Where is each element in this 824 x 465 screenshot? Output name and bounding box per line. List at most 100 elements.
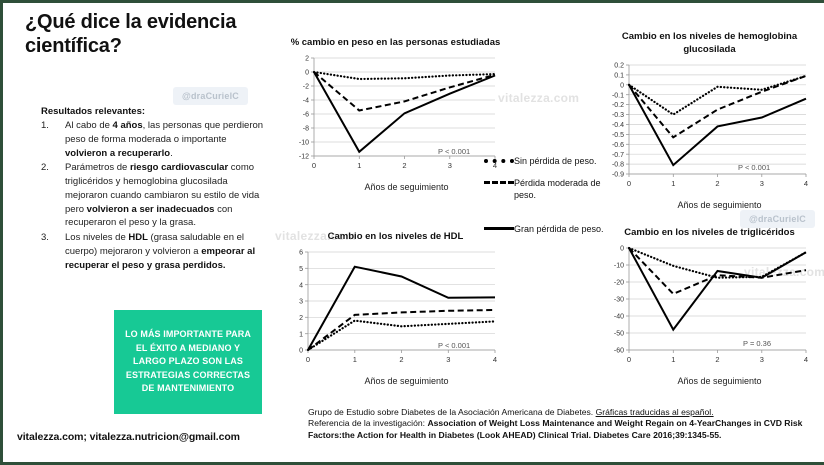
chart-xaxis-label: Años de seguimiento: [364, 181, 449, 192]
chart-title: Cambio en los niveles de triglicéridos: [624, 227, 795, 238]
list-item: 1. Al cabo de 4 años, las personas que p…: [41, 119, 271, 160]
list-item-number: 3.: [41, 232, 49, 244]
svg-text:-40: -40: [614, 313, 624, 320]
results-block: Resultados relevantes: 1. Al cabo de 4 a…: [41, 106, 271, 273]
page-title-line2: científica?: [25, 34, 122, 57]
svg-text:2: 2: [399, 355, 403, 364]
chart-title: Cambio en los niveles de hemoglobina glu…: [621, 31, 798, 55]
legend-key-dotted-icon: [484, 155, 514, 163]
svg-text:-4: -4: [303, 97, 309, 104]
svg-text:-0.6: -0.6: [612, 142, 624, 149]
svg-text:1: 1: [357, 161, 361, 170]
chart-pvalue: P < 0.001: [738, 162, 771, 172]
watermark-top: vitalezza.com: [498, 91, 580, 105]
svg-text:0: 0: [299, 347, 303, 354]
chart-xaxis-label: Años de seguimiento: [364, 375, 449, 386]
list-item-number: 1.: [41, 120, 49, 131]
svg-text:-2: -2: [303, 83, 309, 90]
legend-label: Pérdida moderada de peso.: [514, 178, 601, 201]
svg-text:3: 3: [446, 355, 450, 364]
svg-text:-0.2: -0.2: [612, 102, 624, 109]
svg-text:4: 4: [299, 282, 303, 289]
svg-text:-10: -10: [299, 139, 309, 146]
svg-text:3: 3: [760, 355, 764, 364]
series-legend: Sin pérdida de peso. Pérdida moderada de…: [484, 155, 624, 246]
chart-title: Cambio en los niveles de HDL: [327, 231, 464, 242]
svg-text:-20: -20: [614, 279, 624, 286]
footer-contact: vitalezza.com; vitalezza.nutricion@gmail…: [17, 431, 240, 443]
list-item-text: Al cabo de 4 años, las personas que perd…: [65, 120, 264, 159]
svg-text:2: 2: [299, 315, 303, 322]
svg-text:2: 2: [402, 161, 406, 170]
svg-text:1: 1: [299, 331, 303, 338]
svg-text:-50: -50: [614, 330, 624, 337]
svg-text:3: 3: [299, 298, 303, 305]
chart-pvalue: P = 0.36: [743, 338, 772, 348]
list-item-number: 2.: [41, 162, 49, 174]
chart-title: % cambio en peso en las personas estudia…: [290, 37, 501, 48]
svg-text:3: 3: [448, 161, 452, 170]
legend-label: Sin pérdida de peso.: [514, 156, 597, 166]
slide-canvas: ¿Qué dice la evidencia científica? @draC…: [3, 3, 824, 462]
svg-text:-0.3: -0.3: [612, 112, 624, 119]
page-title-line1: ¿Qué dice la evidencia: [25, 11, 237, 33]
svg-text:-0.1: -0.1: [612, 92, 624, 99]
svg-text:-6: -6: [303, 111, 309, 118]
svg-text:3: 3: [760, 179, 764, 188]
reference-line1: Grupo de Estudio sobre Diabetes de la As…: [308, 407, 596, 417]
chart-svg: 0.2 0.1 0 -0.1 -0.2 -0.3 -0.4 -0.5 -0.6 -0.7 -0.8 -…: [612, 62, 808, 188]
results-heading: Resultados relevantes:: [41, 106, 146, 117]
svg-text:2: 2: [305, 55, 309, 62]
svg-text:2: 2: [715, 355, 719, 364]
svg-text:-12: -12: [299, 153, 309, 160]
chart-plot-area: 2 0 -2 -4 -6 -8 -10 -12 0 1 2 3 4 P < 0.001: [288, 52, 503, 179]
reference-study-title: Association of Weight Loss Maintenance a…: [308, 418, 803, 440]
reference-citation: Grupo de Estudio sobre Diabetes de la As…: [308, 407, 820, 441]
chart-plot-area: 0 -10 -20 -30 -40 -50 -60 0 1 2 3 4 P = 0.36: [603, 242, 816, 373]
results-list: 1. Al cabo de 4 años, las personas que p…: [41, 119, 271, 272]
key-message-callout: LO MÁS IMPORTANTE PARA EL ÉXITO A MEDIAN…: [114, 310, 262, 414]
svg-text:6: 6: [299, 249, 303, 256]
svg-text:-60: -60: [614, 347, 624, 354]
list-item: 2. Parámetros de riesgo cardiovascular c…: [41, 161, 271, 230]
list-item: 3. Los niveles de HDL (grasa saludable e…: [41, 231, 271, 272]
svg-text:4: 4: [804, 355, 808, 364]
chart-svg: 20-2-4-6-8-10-120 1 2 3 4: [299, 55, 497, 170]
chart-xaxis-label: Años de seguimiento: [677, 375, 762, 386]
svg-text:2: 2: [715, 179, 719, 188]
svg-text:-0.4: -0.4: [612, 122, 624, 129]
svg-text:0.1: 0.1: [614, 72, 624, 79]
legend-item-no-weight-loss: Sin pérdida de peso.: [484, 155, 624, 167]
svg-text:1: 1: [671, 179, 675, 188]
svg-text:-10: -10: [614, 262, 624, 269]
svg-text:0: 0: [620, 82, 624, 89]
svg-text:0: 0: [305, 69, 309, 76]
chart-svg: 0-10-20-30-40-50-600 1 2 3 4: [614, 245, 808, 364]
svg-text:0: 0: [627, 179, 631, 188]
svg-text:0: 0: [620, 245, 624, 252]
legend-key-solid-icon: [484, 223, 514, 231]
chart-weight-change: % cambio en peso en las personas estudia…: [288, 37, 503, 192]
page-title: ¿Qué dice la evidencia científica?: [25, 11, 325, 58]
chart-pvalue: P < 0.001: [438, 146, 471, 156]
chart-xaxis-label: Años de seguimiento: [677, 199, 762, 210]
svg-text:0: 0: [312, 161, 316, 170]
legend-key-dashed-icon: [484, 177, 514, 185]
chart-pvalue: P < 0.001: [438, 340, 471, 350]
svg-text:0: 0: [306, 355, 310, 364]
svg-text:-8: -8: [303, 125, 309, 132]
svg-text:1: 1: [353, 355, 357, 364]
list-item-text: Los niveles de HDL (grasa saludable en e…: [65, 232, 256, 271]
chart-hba1c-change: Cambio en los niveles de hemoglobina glu…: [603, 31, 816, 210]
svg-text:-0.9: -0.9: [612, 171, 624, 178]
list-item-text: Parámetros de riesgo cardiovascular como…: [65, 162, 260, 229]
svg-text:4: 4: [804, 179, 808, 188]
svg-text:5: 5: [299, 266, 303, 273]
chart-plot-area: 0.2 0.1 0 -0.1 -0.2 -0.3 -0.4 -0.5 -0.6 -0.7 -0.8 -…: [603, 59, 816, 197]
legend-label: Gran pérdida de peso.: [514, 224, 604, 235]
author-handle-badge-top: @draCurielC: [173, 87, 248, 105]
svg-text:4: 4: [493, 161, 497, 170]
chart-svg: 6 5 4 3 2 1 00 1 2 3 4: [299, 249, 497, 364]
reference-translation-note: Gráficas traducidas al español.: [595, 407, 714, 417]
svg-text:0.2: 0.2: [614, 62, 624, 69]
